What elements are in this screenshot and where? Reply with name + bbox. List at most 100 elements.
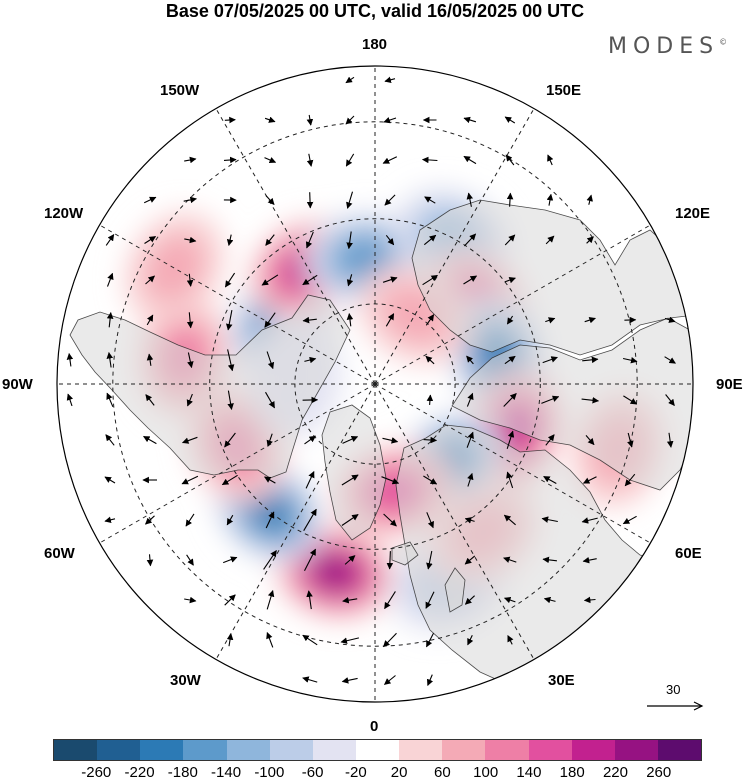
wind-arrow — [184, 156, 197, 164]
wind-arrow — [226, 234, 234, 247]
wind-arrow — [265, 511, 275, 529]
wind-arrow — [186, 312, 194, 329]
wind-arrow — [385, 313, 395, 327]
wind-arrow — [304, 356, 317, 364]
wind-arrow — [221, 474, 238, 486]
wind-arrow — [106, 392, 114, 408]
latitude-circle — [112, 121, 638, 647]
wind-arrow — [463, 116, 477, 124]
wind-arrow — [466, 392, 474, 407]
lon-label-30w: 30W — [170, 672, 201, 689]
wind-arrow — [505, 154, 515, 166]
wind-arrow — [345, 115, 355, 125]
wind-arrow — [467, 634, 474, 646]
wind-arrow — [143, 196, 157, 204]
wind-arrow — [506, 430, 515, 449]
wind-arrow — [463, 233, 477, 247]
wind-arrow — [264, 312, 276, 328]
wind-arrow — [184, 596, 197, 604]
wind-arrow — [383, 513, 397, 527]
colorbar-tick-label: 260 — [646, 764, 672, 781]
wind-arrow — [421, 156, 438, 164]
colorbar-tick-label: -20 — [345, 764, 367, 781]
wind-vectors — [66, 76, 676, 687]
lon-label-60w: 60W — [44, 545, 75, 562]
colorbar-tick-label: 100 — [473, 764, 499, 781]
greenland-coast — [321, 404, 387, 541]
wind-arrow — [265, 391, 275, 409]
wind-arrow — [224, 116, 236, 124]
wind-arrow — [383, 116, 397, 124]
wind-arrow — [183, 196, 197, 204]
colorbar-swatch — [183, 740, 227, 760]
latitude-circle — [209, 218, 541, 550]
wind-arrow — [583, 596, 596, 604]
wind-arrow — [546, 193, 554, 206]
wind-arrow — [545, 317, 556, 324]
wind-arrow — [586, 236, 594, 244]
wind-arrow — [624, 473, 636, 487]
wind-arrow — [466, 355, 474, 365]
wind-arrow — [543, 476, 557, 484]
wind-arrow — [305, 231, 314, 249]
wind-arrow — [426, 512, 434, 529]
colorbar-tick-label: -180 — [167, 764, 198, 781]
reference-vector — [647, 701, 704, 711]
wind-arrow — [545, 235, 555, 245]
wind-arrow — [345, 153, 355, 167]
wind-arrow — [304, 435, 317, 445]
reference-vector-label: 30 — [666, 682, 681, 697]
wind-arrow — [304, 548, 316, 572]
wind-arrow — [382, 437, 399, 444]
wind-arrow — [582, 356, 599, 364]
wind-arrow — [224, 594, 236, 606]
wind-arrow — [503, 393, 517, 407]
wind-arrow — [305, 471, 315, 489]
wind-arrow — [507, 635, 514, 645]
wind-arrow — [345, 76, 355, 84]
wind-arrow — [503, 596, 516, 604]
wind-arrow — [187, 352, 194, 369]
wind-arrow — [342, 436, 359, 444]
wind-arrow — [586, 194, 593, 205]
wind-arrow — [425, 355, 435, 365]
wind-arrow — [384, 194, 396, 206]
wind-arrow — [146, 353, 154, 366]
wind-arrow — [464, 555, 476, 565]
north-america-coast — [69, 294, 351, 479]
colorbar-swatch — [355, 740, 400, 760]
wind-arrow — [422, 274, 438, 286]
wind-arrow — [382, 276, 398, 283]
wind-arrow — [261, 274, 279, 286]
wind-arrow — [581, 517, 598, 524]
colorbar — [53, 739, 702, 761]
uk-coast — [444, 567, 466, 613]
wind-arrow — [266, 589, 275, 610]
wind-arrow — [104, 476, 116, 484]
wind-arrow — [463, 275, 478, 285]
wind-arrow — [302, 316, 317, 324]
wind-arrow — [306, 590, 313, 610]
wind-arrow — [384, 76, 396, 83]
map-boundary — [56, 65, 694, 703]
wind-arrow — [506, 471, 514, 489]
lon-label-150w: 150W — [160, 82, 200, 99]
lon-label-150e: 150E — [546, 82, 582, 99]
wind-arrow — [186, 554, 194, 566]
wind-arrow — [423, 475, 438, 485]
colorbar-tick-label: 60 — [434, 764, 451, 781]
wind-arrow — [104, 516, 116, 524]
wind-arrow — [223, 156, 237, 164]
colorbar-swatch — [571, 740, 615, 760]
wind-arrow — [542, 556, 557, 564]
wind-arrow — [582, 556, 597, 564]
wind-arrow — [181, 436, 198, 444]
wind-arrow — [226, 514, 234, 526]
colorbar-swatch — [485, 740, 529, 760]
wind-arrow — [664, 316, 676, 323]
wind-arrow — [346, 231, 353, 250]
copyright-mark: © — [719, 37, 728, 47]
wind-arrow — [426, 632, 434, 648]
wind-arrow — [622, 357, 638, 364]
wind-arrow — [504, 276, 516, 284]
